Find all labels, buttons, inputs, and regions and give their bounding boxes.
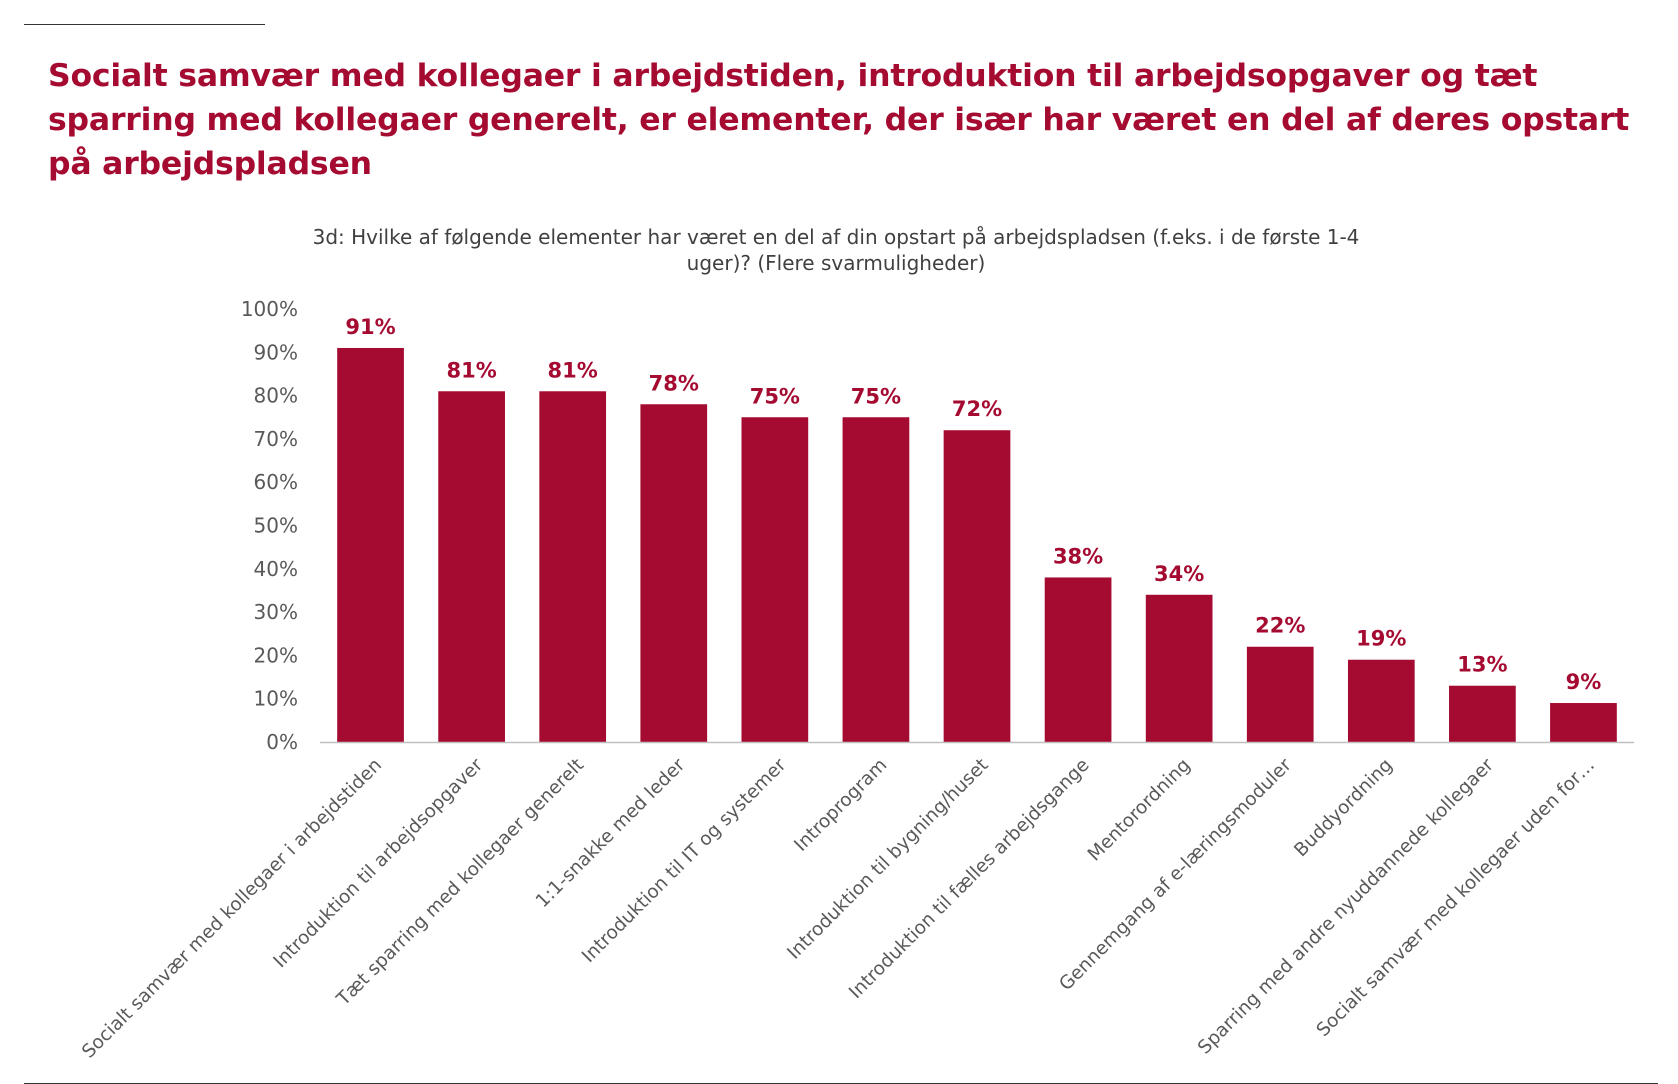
y-tick-label: 10% <box>254 687 298 711</box>
bar <box>640 404 708 742</box>
x-category-label: Introduktion til arbejdsopgaver <box>270 754 488 972</box>
bar <box>1550 703 1617 742</box>
bar-value-label: 81% <box>548 358 598 382</box>
y-tick-label: 50% <box>254 514 298 538</box>
y-tick-label: 90% <box>254 340 298 364</box>
x-category-label: Introduktion til IT og systemer <box>578 754 791 967</box>
bar <box>741 417 809 742</box>
bar-value-label: 38% <box>1053 544 1103 568</box>
bar-value-label: 72% <box>952 397 1002 421</box>
value-labels: 91% 81% 81% 78% 75% 75% 72% 38% 34% 22% 19% 13% 9% <box>345 315 1601 694</box>
bar-value-label: 13% <box>1457 653 1507 677</box>
bar-value-label: 19% <box>1356 627 1406 651</box>
y-tick-label: 30% <box>254 600 298 624</box>
slide-headline: Socialt samvær med kollegaer i arbejdsti… <box>48 58 1630 182</box>
y-axis: 0% 10% 20% 30% 40% 50% 60% 70% 80% 90% 100% <box>241 297 298 754</box>
bar <box>438 391 505 742</box>
x-category-label: Mentorordning <box>1084 755 1195 866</box>
bar-value-label: 75% <box>750 384 800 408</box>
y-tick-label: 40% <box>254 557 298 581</box>
bar-value-label: 22% <box>1255 614 1305 638</box>
bar <box>943 430 1011 742</box>
bar <box>1347 659 1415 742</box>
chart-subtitle: 3d: Hvilke af følgende elementer har vær… <box>313 225 1360 275</box>
x-category-label: Gennemgang af e-læringsmoduler <box>1055 754 1296 995</box>
bar <box>1145 594 1213 742</box>
bar-value-label: 75% <box>851 384 901 408</box>
bar <box>842 417 910 742</box>
bar-value-label: 78% <box>649 371 699 395</box>
y-tick-label: 20% <box>254 643 298 667</box>
x-axis-labels: Socialt samvær med kollegaer i arbejdsti… <box>78 754 1599 1062</box>
chart-subtitle-line-1: 3d: Hvilke af følgende elementer har vær… <box>313 225 1360 249</box>
y-tick-label: 80% <box>254 384 298 408</box>
bar <box>1246 646 1314 742</box>
bar <box>1044 577 1112 742</box>
y-tick-label: 100% <box>241 297 298 321</box>
bar <box>1449 685 1516 742</box>
bar-value-label: 91% <box>345 315 395 339</box>
x-category-label: Introprogram <box>790 755 891 856</box>
y-tick-label: 0% <box>266 730 298 754</box>
y-tick-label: 70% <box>254 427 298 451</box>
bar-value-label: 81% <box>446 358 496 382</box>
bar <box>539 391 607 742</box>
x-category-label: Buddyordning <box>1290 755 1396 861</box>
y-tick-label: 60% <box>254 470 298 494</box>
bars <box>337 347 1617 742</box>
bar-value-label: 9% <box>1566 670 1602 694</box>
x-category-label: Introduktion til bygning/huset <box>784 755 993 964</box>
bar-value-label: 34% <box>1154 562 1204 586</box>
top-rule <box>24 24 265 25</box>
chart-subtitle-line-2: uger)? (Flere svarmuligheder) <box>687 251 986 275</box>
bar <box>337 347 404 742</box>
